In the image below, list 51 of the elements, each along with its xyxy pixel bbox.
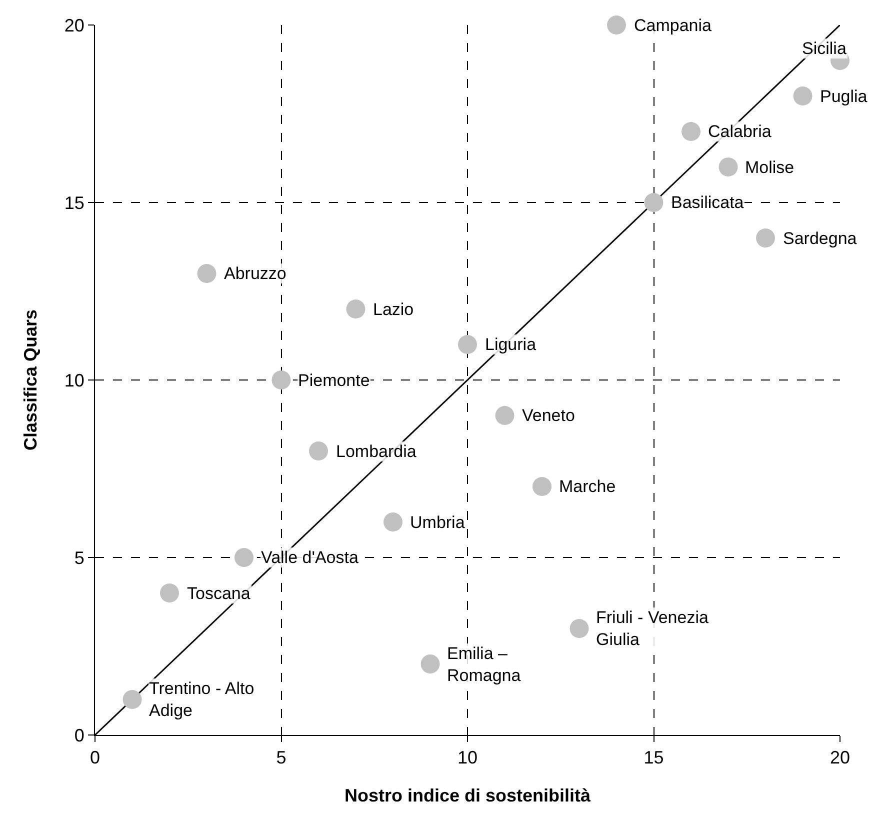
point (495, 406, 514, 425)
x-tick-label: 5 (276, 748, 286, 768)
point (309, 442, 328, 460)
annotation: Veneto (522, 406, 575, 425)
annotation: Abruzzo (224, 264, 286, 283)
point (420, 654, 440, 674)
point (793, 86, 812, 106)
point (160, 584, 179, 602)
point (718, 158, 738, 176)
annotation: Liguria (485, 335, 537, 354)
annotation: Emilia – Romagna (447, 644, 522, 686)
x-tick-label: 10 (457, 748, 478, 768)
y-tick-label: 15 (64, 192, 84, 213)
annotation: Puglia (820, 87, 868, 106)
annotation: Piemonte (298, 371, 370, 390)
annotation: Lombardia (336, 442, 417, 461)
y-tick-label: 0 (74, 725, 84, 746)
point (346, 300, 366, 318)
x-tick-label: 0 (90, 748, 100, 768)
x-axis-title: Nostro indice di sostenibilità (344, 786, 592, 806)
x-tick-label: 15 (644, 748, 664, 768)
annotation: Friuli - Venezia Giulia (596, 608, 709, 650)
annotation: Sicilia (802, 39, 847, 58)
point (570, 619, 589, 638)
point (122, 690, 142, 709)
point (458, 335, 477, 354)
y-tick-label: 5 (74, 548, 84, 568)
point (682, 122, 700, 141)
annotation: Umbria (410, 513, 466, 532)
annotation: Valle d'Aosta (261, 548, 359, 567)
y-axis-title: Classifica Quars (20, 309, 41, 451)
point (197, 264, 216, 283)
point (532, 477, 552, 496)
y-tick-label: 10 (64, 370, 84, 390)
annotation: Campania (634, 16, 712, 35)
annotation: Lazio (373, 300, 414, 319)
annotation: Sardegna (783, 229, 858, 248)
point (384, 512, 402, 532)
point (756, 228, 775, 248)
annotation: Molise (745, 158, 794, 177)
annotation: Trentino - Alto Adige (149, 679, 254, 720)
y-tick-label: 20 (64, 15, 84, 36)
x-tick-label: 20 (830, 748, 850, 768)
annotation: Marche (559, 477, 616, 496)
annotation: Calabria (708, 122, 772, 141)
annotation: Toscana (187, 584, 251, 603)
point (272, 370, 291, 390)
point (644, 193, 664, 212)
point (607, 16, 626, 34)
annotation: Basilicata (671, 193, 744, 212)
point (234, 548, 254, 567)
